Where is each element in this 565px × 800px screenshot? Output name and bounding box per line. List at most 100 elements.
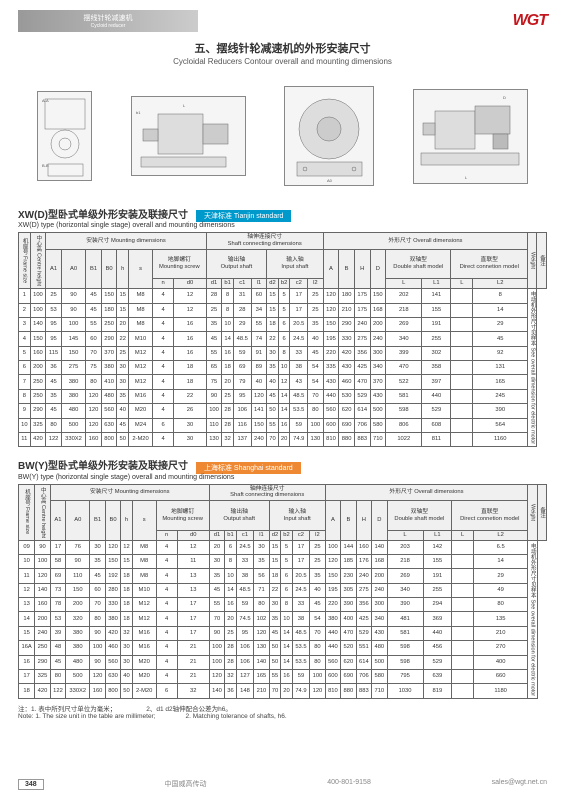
table-cell: 28 <box>233 303 251 317</box>
table-cell: 74.9 <box>290 432 308 446</box>
table-cell: 470 <box>386 361 422 375</box>
table-cell: 245 <box>473 389 528 403</box>
table-cell: 13 <box>177 569 209 583</box>
table-cell: 70 <box>308 389 324 403</box>
table-cell: 150 <box>61 346 85 360</box>
table-cell: 148 <box>236 684 253 698</box>
table-cell: 33 <box>290 346 308 360</box>
table-row: 103258050012063045M246301102811615055165… <box>19 418 547 432</box>
table-cell <box>452 569 474 583</box>
table-cell: 29 <box>233 317 251 331</box>
table-cell: 40 <box>121 669 133 683</box>
table-row: 7250453808041030M12418752079404012435443… <box>19 375 547 389</box>
table-cell: 90 <box>35 540 50 554</box>
table-cell: 4 <box>153 346 174 360</box>
table-cell: 120 <box>323 289 339 303</box>
table-cell: 4 <box>153 375 174 389</box>
table-cell: 35 <box>254 554 269 568</box>
table-cell: 15 <box>117 289 129 303</box>
table-cell: 15 <box>267 303 279 317</box>
th-a: A <box>323 250 339 289</box>
table-cell: 660 <box>474 669 528 683</box>
tianjin-badge: 天津标准 Tianjin standard <box>196 210 292 222</box>
table-cell: 22 <box>117 332 129 346</box>
table-cell: 17 <box>292 554 309 568</box>
table-cell: 4 <box>153 361 174 375</box>
table-cell: 5 <box>281 540 293 554</box>
table-cell <box>452 641 474 655</box>
th-screw: 地脚螺钉Mounting screw <box>153 250 207 279</box>
table-cell: 45 <box>90 569 105 583</box>
table-cell: 45 <box>46 375 62 389</box>
th-overall: 外形尺寸 Overall dimensions <box>323 233 527 250</box>
table-row: 82503538012048035M16422902595120451448.5… <box>19 389 547 403</box>
table-cell: 4 <box>156 641 177 655</box>
table-cell: 8 <box>222 289 234 303</box>
table-cell: 92 <box>473 346 528 360</box>
table-cell: 10 <box>281 612 293 626</box>
table-cell: 6 <box>281 569 293 583</box>
th-s: s <box>132 501 156 540</box>
table-cell: 16 <box>222 346 234 360</box>
table-cell: 380 <box>105 612 120 626</box>
th-h: h <box>121 501 133 540</box>
table-cell: 4 <box>156 612 177 626</box>
table-cell: 160 <box>90 684 105 698</box>
page-container: 摆线针轮减速机 Cycloid reducer WGT 五、摆线针轮减速机的外形… <box>0 0 565 800</box>
remark-cell: 电动机外形尺寸见样本 See overall dimension for ele… <box>528 540 537 698</box>
table-cell: 59 <box>290 418 308 432</box>
table-cell: 300 <box>372 598 387 612</box>
th-input: 输入轴Input shaft <box>267 250 324 279</box>
table-cell: 425 <box>356 612 371 626</box>
table-cell: 335 <box>323 361 339 375</box>
table-cell: 275 <box>356 583 371 597</box>
table-cell: 470 <box>354 375 370 389</box>
table-cell: 275 <box>354 332 370 346</box>
th-b: B <box>339 250 355 289</box>
table-cell: 15 <box>117 303 129 317</box>
table-cell: 89 <box>251 361 267 375</box>
table-cell: 53 <box>50 612 65 626</box>
th-overall: 外形尺寸 Overall dimensions <box>325 484 528 501</box>
th-weight: Weight <box>528 233 537 289</box>
table-cell: 220 <box>323 346 339 360</box>
table-cell: 620 <box>339 404 355 418</box>
table-cell: 15 <box>269 540 281 554</box>
table-cell <box>452 554 474 568</box>
table-cell: 95 <box>46 332 62 346</box>
table-cell: 16 <box>278 418 290 432</box>
table-cell: 400 <box>341 612 356 626</box>
table-cell: 150 <box>105 554 120 568</box>
table-cell: 340 <box>387 583 423 597</box>
table-cell: M20 <box>129 404 153 418</box>
table-cell: 100 <box>209 641 224 655</box>
table-cell: 390 <box>473 404 528 418</box>
table-cell: 25 <box>310 540 325 554</box>
th-c2: c2 <box>290 279 308 289</box>
table-cell: 580 <box>372 669 387 683</box>
table-cell: 100 <box>308 418 324 432</box>
th-center: 中心高 Centre height <box>35 484 50 540</box>
table-cell: 130 <box>308 432 324 446</box>
table-cell: 70 <box>310 626 325 640</box>
table-cell: 12 <box>19 583 35 597</box>
table-cell: 50 <box>117 432 129 446</box>
th-ll3: L2 <box>474 530 528 540</box>
table-cell: 53.5 <box>292 655 309 669</box>
table-cell: 380 <box>66 626 90 640</box>
table-cell: 120 <box>105 540 120 554</box>
table-cell: 500 <box>370 404 386 418</box>
table-cell: 30 <box>267 346 279 360</box>
table-row: 14200533208038018M12417702074.5102351038… <box>19 612 547 626</box>
table-cell: 53 <box>46 303 62 317</box>
th-b1s: b1 <box>225 530 237 540</box>
table-cell: 598 <box>386 404 422 418</box>
table-cell: 35 <box>46 389 62 403</box>
table-cell: 100 <box>35 554 50 568</box>
table-cell: 18 <box>174 361 206 375</box>
table-cell: 460 <box>339 375 355 389</box>
header-category-bar: 摆线针轮减速机 Cycloid reducer <box>18 10 198 32</box>
table-cell: 15 <box>19 626 35 640</box>
th-d2: d2 <box>267 279 279 289</box>
table-cell: 598 <box>387 641 423 655</box>
